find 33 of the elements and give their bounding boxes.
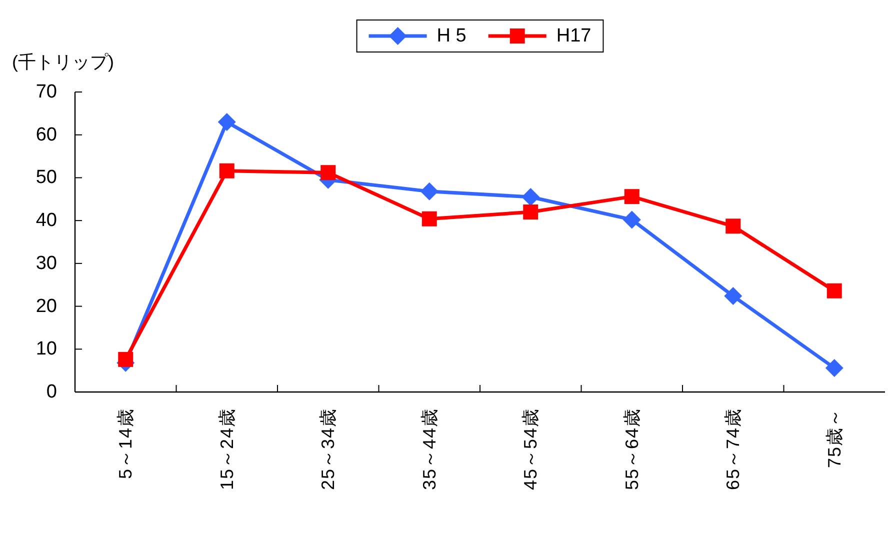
ylabel: (千トリップ) [12, 52, 114, 72]
point [826, 283, 842, 298]
legend-label: H17 [556, 26, 592, 46]
point [422, 211, 437, 226]
point [825, 359, 844, 377]
point [219, 163, 234, 178]
x-tick-label: 75歳～ [824, 408, 844, 468]
point [724, 287, 742, 305]
x-tick-label: 25～34歳 [318, 408, 338, 490]
point [118, 352, 134, 367]
x-tick-label: 55～64歳 [622, 408, 642, 490]
legend-label: H 5 [436, 26, 466, 46]
y-tick-label: 40 [36, 210, 57, 232]
point [218, 113, 236, 131]
y-tick-label: 50 [36, 167, 57, 188]
x-tick-label: 5～14歳 [116, 408, 136, 480]
x-tick-label: 65～74歳 [723, 408, 744, 490]
point [320, 165, 336, 180]
y-tick-label: 10 [36, 338, 57, 360]
point [726, 218, 741, 234]
point [523, 204, 538, 220]
y-tick-label: 60 [36, 124, 57, 146]
y-tick-label: 0 [46, 382, 57, 402]
point [624, 189, 640, 204]
y-tick-label: 30 [36, 252, 57, 274]
x-tick-label: 35～44歳 [419, 408, 440, 490]
point [522, 188, 540, 206]
y-tick-label: 70 [36, 82, 57, 102]
y-tick-label: 20 [36, 296, 57, 317]
x-tick-label: 45～54歳 [520, 408, 541, 490]
x-tick-label: 15～24歳 [216, 408, 237, 490]
point [622, 210, 641, 229]
point [420, 182, 438, 200]
